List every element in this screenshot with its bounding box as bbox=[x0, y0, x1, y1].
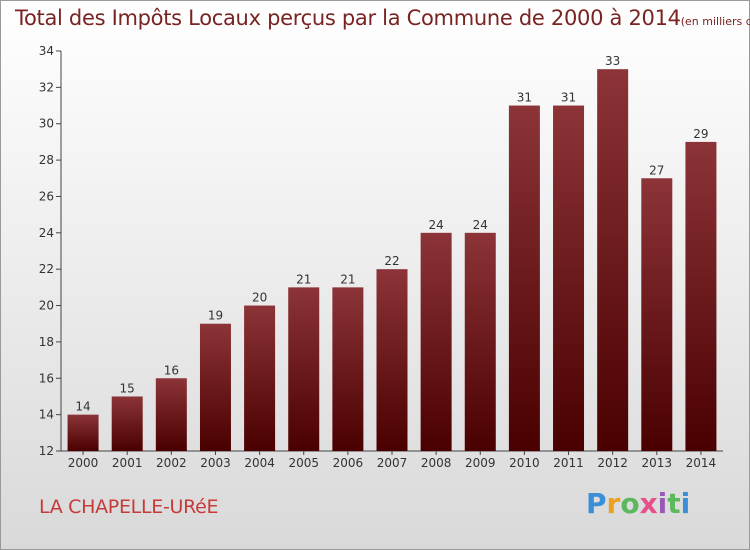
bars: 14 15 16 19 20 21 21 22 24 24 31 31 33 27 29 bbox=[67, 54, 717, 452]
y-tick-label: 20 bbox=[39, 299, 54, 313]
bar-value-label: 20 bbox=[252, 291, 267, 305]
bar bbox=[288, 287, 320, 451]
bar-value-label: 22 bbox=[384, 254, 399, 268]
bar bbox=[685, 141, 717, 451]
y-tick-label: 18 bbox=[39, 335, 54, 349]
bar-value-label: 31 bbox=[561, 91, 576, 105]
title-main: Total des Impôts Locaux perçus par la Co… bbox=[15, 6, 681, 30]
x-tick-label: 2011 bbox=[553, 456, 584, 470]
bar-value-label: 21 bbox=[296, 272, 311, 286]
bar-value-label: 33 bbox=[605, 54, 620, 68]
y-tick-label: 14 bbox=[39, 408, 54, 422]
bar bbox=[155, 378, 187, 451]
commune-name: LA CHAPELLE-URéE bbox=[39, 496, 219, 518]
bar bbox=[67, 414, 99, 451]
y-tick-label: 32 bbox=[39, 80, 54, 94]
bar-value-label: 14 bbox=[75, 400, 90, 414]
title-unit: (en milliers d'€) bbox=[680, 15, 750, 28]
bar bbox=[199, 323, 231, 451]
bar-value-label: 24 bbox=[428, 218, 443, 232]
x-tick-label: 2002 bbox=[156, 456, 187, 470]
x-tick-label: 2010 bbox=[509, 456, 540, 470]
chart-title: Total des Impôts Locaux perçus par la Co… bbox=[15, 6, 750, 30]
y-tick-label: 12 bbox=[39, 444, 54, 458]
x-tick-label: 2005 bbox=[288, 456, 319, 470]
x-tick-label: 2013 bbox=[642, 456, 673, 470]
bar-value-label: 21 bbox=[340, 272, 355, 286]
bar bbox=[553, 105, 585, 451]
bar bbox=[464, 232, 496, 451]
x-tick-label: 2012 bbox=[597, 456, 628, 470]
x-tick-label: 2009 bbox=[465, 456, 496, 470]
brand-logo: Proxiti bbox=[586, 487, 691, 520]
x-tick-label: 2001 bbox=[112, 456, 143, 470]
x-tick-label: 2004 bbox=[244, 456, 275, 470]
bar bbox=[508, 105, 540, 451]
bar bbox=[332, 287, 364, 451]
y-tick-label: 26 bbox=[39, 189, 54, 203]
axes: 12 14 16 18 20 22 24 26 28 30 32 34 2000 2001 2002 2003… bbox=[39, 44, 723, 470]
y-tick-label: 30 bbox=[39, 117, 54, 131]
y-tick-label: 28 bbox=[39, 153, 54, 167]
bar-value-label: 29 bbox=[693, 127, 708, 141]
bar bbox=[420, 232, 452, 451]
y-tick-label: 22 bbox=[39, 262, 54, 276]
bar bbox=[111, 396, 143, 451]
x-tick-label: 2007 bbox=[377, 456, 408, 470]
x-tick-label: 2003 bbox=[200, 456, 231, 470]
bar-value-label: 27 bbox=[649, 163, 664, 177]
bar bbox=[376, 269, 408, 451]
x-tick-label: 2000 bbox=[68, 456, 99, 470]
x-tick-label: 2014 bbox=[686, 456, 717, 470]
bar bbox=[641, 178, 673, 452]
bar-value-label: 16 bbox=[164, 363, 179, 377]
y-tick-label: 16 bbox=[39, 371, 54, 385]
x-tick-label: 2008 bbox=[421, 456, 452, 470]
bar-value-label: 15 bbox=[120, 381, 135, 395]
y-tick-label: 24 bbox=[39, 226, 54, 240]
bar-value-label: 31 bbox=[517, 91, 532, 105]
bar bbox=[244, 305, 276, 451]
bar-value-label: 19 bbox=[208, 309, 223, 323]
y-tick-label: 34 bbox=[39, 44, 54, 58]
bar bbox=[597, 69, 629, 451]
x-tick-label: 2006 bbox=[333, 456, 364, 470]
bar-value-label: 24 bbox=[473, 218, 488, 232]
